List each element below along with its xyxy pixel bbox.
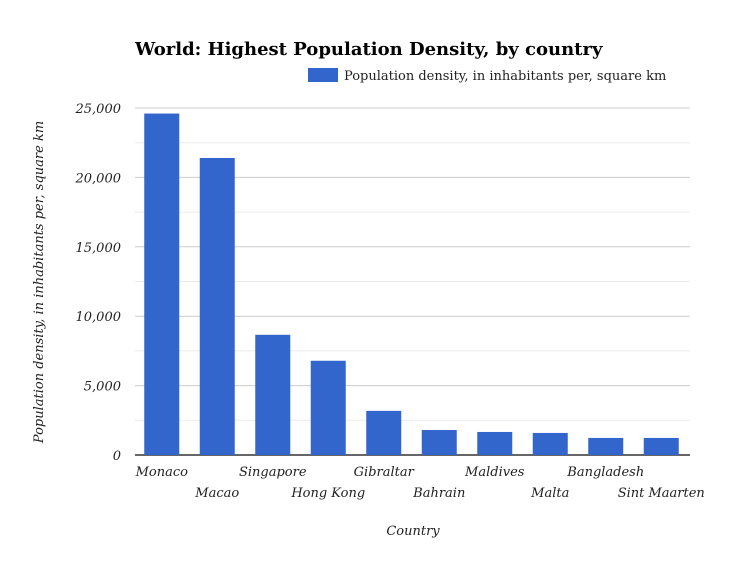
y-tick-label: 10,000 <box>76 310 122 325</box>
y-tick-label: 5,000 <box>84 380 121 395</box>
bar-bangladesh <box>588 437 624 455</box>
bar-sint-maarten <box>643 437 679 455</box>
y-tick-label: 15,000 <box>76 241 122 256</box>
y-tick-label: 20,000 <box>75 171 122 186</box>
x-tick-label: Hong Kong <box>290 486 365 501</box>
bar-singapore <box>255 334 291 455</box>
y-tick-label: 25,000 <box>75 102 122 117</box>
x-tick-label: Bahrain <box>412 486 465 501</box>
x-tick-label: Singapore <box>239 465 307 480</box>
bar-malta <box>532 432 568 455</box>
x-tick-label: Malta <box>530 486 569 501</box>
x-tick-label: Macao <box>194 486 239 501</box>
x-tick-label: Monaco <box>135 465 189 480</box>
bar-hong-kong <box>310 360 346 455</box>
x-tick-label: Bangladesh <box>566 465 644 480</box>
bar-macao <box>199 157 235 455</box>
bar-gibraltar <box>366 410 402 455</box>
y-axis-title: Population density, in inhabitants per, … <box>32 121 47 444</box>
chart-title: World: Highest Population Density, by co… <box>134 39 603 60</box>
y-tick-label: 0 <box>113 449 121 464</box>
x-axis-title: Country <box>386 524 440 539</box>
bar-maldives <box>477 431 513 455</box>
bar-monaco <box>144 113 180 455</box>
x-tick-label: Sint Maarten <box>618 486 705 501</box>
x-tick-label: Maldives <box>464 465 525 480</box>
legend-label: Population density, in inhabitants per, … <box>344 69 666 84</box>
x-tick-label: Gibraltar <box>354 465 415 480</box>
legend-swatch <box>308 68 338 82</box>
bar-bahrain <box>421 430 457 455</box>
